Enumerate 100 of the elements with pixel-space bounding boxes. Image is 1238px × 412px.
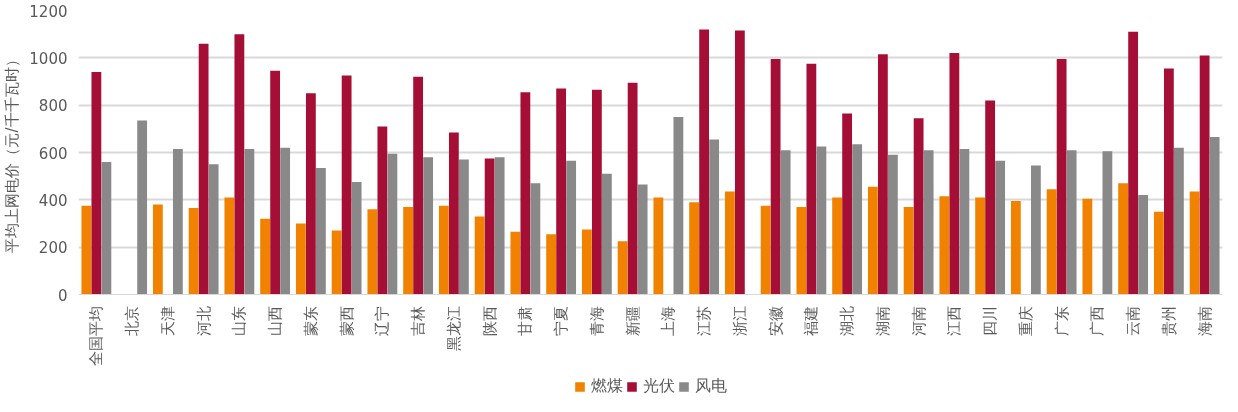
bar [458, 159, 469, 295]
x-tick-label: 江苏 [695, 305, 714, 336]
bar [484, 158, 495, 295]
bar [413, 76, 424, 295]
x-tick-label: 浙江 [730, 305, 749, 336]
bar [770, 59, 781, 295]
y-tick-label: 1000 [29, 49, 68, 68]
x-tick-label: 湖南 [873, 305, 892, 336]
bar [566, 160, 577, 295]
x-tick-label: 贵州 [1159, 305, 1178, 336]
x-tick-label: 湖北 [838, 305, 857, 336]
bar [244, 148, 255, 295]
bar [1046, 189, 1057, 295]
x-tick-label: 新疆 [623, 305, 642, 336]
legend-label: 光伏 [642, 375, 675, 397]
x-tick-label: 陕西 [480, 305, 499, 336]
bar [474, 216, 485, 295]
x-tick-label: 广西 [1088, 305, 1107, 336]
bar [403, 206, 414, 295]
bar [331, 230, 342, 295]
x-tick-label: 全国平均 [87, 305, 106, 366]
bar [520, 92, 531, 295]
bar [1173, 147, 1184, 295]
bar [208, 164, 219, 295]
bar [832, 197, 843, 295]
bar [923, 150, 934, 295]
bar [367, 209, 378, 295]
x-tick-label: 山东 [230, 305, 249, 336]
bar [438, 205, 449, 295]
x-tick-label: 福建 [802, 305, 821, 336]
x-tick-label: 安徽 [766, 305, 785, 336]
bar [591, 89, 602, 295]
bar [260, 218, 271, 295]
bar [673, 117, 684, 295]
bar [270, 70, 281, 295]
bar [939, 196, 950, 295]
bar [1199, 55, 1210, 295]
bar [1102, 151, 1113, 295]
x-tick-label: 青海 [587, 305, 606, 336]
bar [423, 157, 434, 295]
x-tick-label: 重庆 [1016, 305, 1035, 336]
bar [903, 206, 914, 295]
y-tick-label: 600 [38, 144, 68, 163]
bar [295, 223, 306, 295]
bar [806, 63, 817, 295]
x-tick-label: 吉林 [409, 305, 428, 336]
x-tick-label: 黑龙江 [444, 305, 463, 351]
y-axis-title: 平均上网电价（元/千千瓦时） [3, 52, 22, 253]
bar [1189, 191, 1200, 295]
bar [689, 202, 700, 295]
bar [137, 120, 148, 295]
x-tick-label: 江西 [945, 305, 964, 336]
x-tick-label: 天津 [158, 305, 177, 336]
x-tick-label: 蒙东 [301, 305, 320, 336]
bar [637, 184, 648, 295]
bar [780, 150, 791, 295]
bar [172, 148, 183, 295]
x-tick-label: 河北 [194, 305, 213, 336]
y-tick-label: 0 [57, 286, 68, 305]
bar [546, 234, 557, 295]
bar [852, 144, 863, 295]
bar [556, 88, 567, 295]
legend-label: 燃煤 [590, 375, 623, 397]
bar [887, 154, 898, 295]
x-tick-label: 云南 [1124, 305, 1143, 336]
bar [188, 208, 199, 295]
bar [448, 132, 459, 295]
bar [1082, 198, 1093, 295]
bar [734, 30, 745, 295]
y-tick-label: 800 [38, 97, 68, 116]
x-tick-label: 甘肃 [516, 305, 535, 336]
bar [351, 182, 362, 295]
y-tick-label: 1200 [29, 2, 68, 21]
y-tick-label: 200 [38, 239, 68, 258]
bar [1153, 211, 1164, 295]
bar [653, 197, 664, 295]
bar [1118, 183, 1129, 295]
bar [985, 100, 996, 295]
bar [224, 197, 235, 295]
x-tick-label: 蒙西 [337, 305, 356, 336]
x-tick-label: 辽宁 [373, 305, 392, 336]
bar [699, 29, 710, 295]
bar [842, 113, 853, 295]
bar [81, 205, 92, 295]
bar [877, 54, 888, 295]
bar [975, 197, 986, 295]
bar [510, 231, 521, 295]
bar [581, 229, 592, 295]
bar [709, 139, 720, 295]
bar [234, 34, 245, 295]
x-tick-label: 四川 [981, 305, 1000, 336]
bar [494, 157, 505, 295]
bar [341, 75, 352, 295]
bar [1138, 195, 1149, 295]
bar [377, 126, 388, 295]
bar [1010, 201, 1021, 295]
bar [198, 43, 209, 295]
y-tick-label: 400 [38, 191, 68, 210]
x-tick-label: 广东 [1052, 305, 1071, 336]
x-tick-label: 上海 [659, 305, 678, 336]
